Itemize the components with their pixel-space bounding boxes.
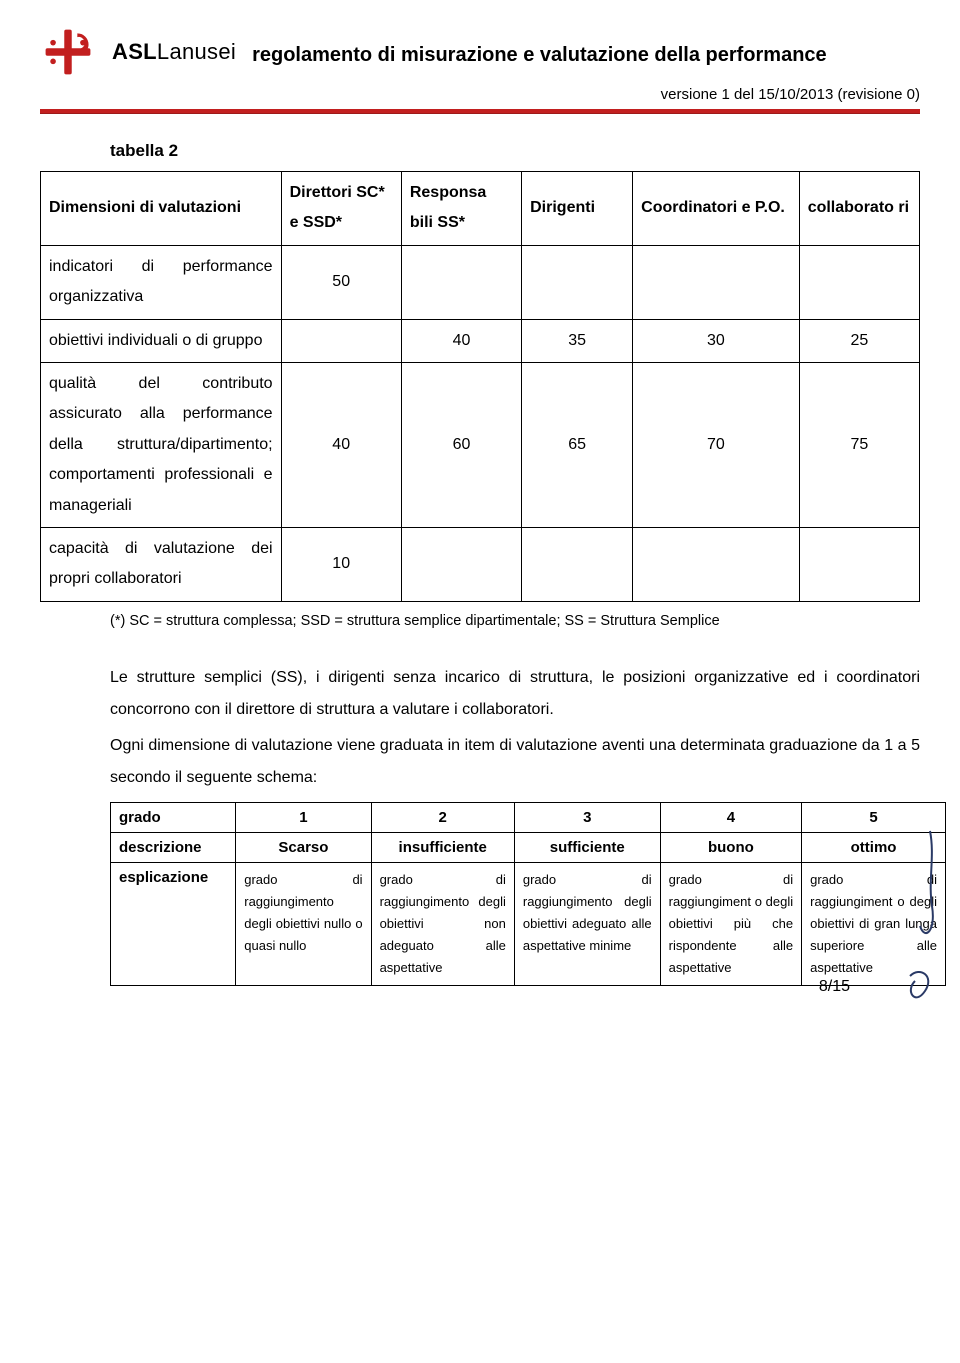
val-cell: 10 [281,527,401,601]
val-cell [799,527,919,601]
val-cell [522,245,633,319]
header-rule [40,109,920,113]
t3-col: 1 [236,802,371,832]
val-cell: 50 [281,245,401,319]
dim-cell: obiettivi individuali o di gruppo [41,319,282,362]
t3-rowhead: grado [111,802,236,832]
t3-col: 2 [371,802,514,832]
table-2: Dimensioni di valutazioni Direttori SC* … [40,171,920,602]
t3-rowhead: esplicazione [111,862,236,985]
t3-row-esplicazione: esplicazione grado di raggiungimento deg… [111,862,946,985]
t3-descr: buono [660,832,801,862]
th-dirigenti: Dirigenti [522,172,633,246]
page-header: ASLLanusei regolamento di misurazione e … [40,24,920,80]
table2-caption: tabella 2 [110,141,920,161]
asl-logo-icon [40,24,96,80]
handwriting-mark-icon [890,826,950,1006]
table2-footnote: (*) SC = struttura complessa; SSD = stru… [110,608,920,634]
val-cell [799,245,919,319]
val-cell [633,245,800,319]
val-cell: 40 [401,319,521,362]
document-page: ASLLanusei regolamento di misurazione e … [0,0,960,1026]
val-cell: 35 [522,319,633,362]
val-cell [401,527,521,601]
t3-expl: grado di raggiungiment o degli obiettivi… [660,862,801,985]
t3-row-grado: grado 1 2 3 4 5 [111,802,946,832]
th-dimensioni: Dimensioni di valutazioni [41,172,282,246]
t3-expl: grado di raggiungimento degli obiettivi … [371,862,514,985]
val-cell [522,527,633,601]
table2-header-row: Dimensioni di valutazioni Direttori SC* … [41,172,920,246]
val-cell: 70 [633,362,800,527]
brand-bold: ASL [112,39,157,64]
t3-rowhead: descrizione [111,832,236,862]
paragraph-2: Ogni dimensione di valutazione viene gra… [110,730,920,794]
val-cell: 60 [401,362,521,527]
document-title: regolamento di misurazione e valutazione… [252,38,920,67]
table-3: grado 1 2 3 4 5 descrizione Scarso insuf… [110,802,946,986]
t3-col: 4 [660,802,801,832]
th-coordinatori: Coordinatori e P.O. [633,172,800,246]
t3-expl: grado di raggiungimento degli obiettivi … [514,862,660,985]
val-cell [633,527,800,601]
page-number: 8/15 [819,978,850,996]
val-cell [401,245,521,319]
th-direttori: Direttori SC* e SSD* [281,172,401,246]
val-cell: 30 [633,319,800,362]
t3-row-descrizione: descrizione Scarso insufficiente suffici… [111,832,946,862]
table-row: obiettivi individuali o di gruppo 40 35 … [41,319,920,362]
table-row: indicatori di performance organizzativa … [41,245,920,319]
table-row: qualità del contributo assicurato alla p… [41,362,920,527]
th-collaboratori: collaborato ri [799,172,919,246]
val-cell: 40 [281,362,401,527]
dim-cell: indicatori di performance organizzativa [41,245,282,319]
th-responsabili: Responsa bili SS* [401,172,521,246]
val-cell: 75 [799,362,919,527]
brand-name: ASLLanusei [112,39,236,65]
t3-expl: grado di raggiungimento degli obiettivi … [236,862,371,985]
brand-rest: Lanusei [157,39,236,64]
dim-cell: capacità di valutazione dei propri colla… [41,527,282,601]
t3-descr: insufficiente [371,832,514,862]
t3-descr: Scarso [236,832,371,862]
val-cell: 25 [799,319,919,362]
dim-cell: qualità del contributo assicurato alla p… [41,362,282,527]
val-cell [281,319,401,362]
table-row: capacità di valutazione dei propri colla… [41,527,920,601]
version-line: versione 1 del 15/10/2013 (revisione 0) [40,86,920,103]
t3-col: 3 [514,802,660,832]
paragraph-1: Le strutture semplici (SS), i dirigenti … [110,662,920,726]
t3-descr: sufficiente [514,832,660,862]
val-cell: 65 [522,362,633,527]
